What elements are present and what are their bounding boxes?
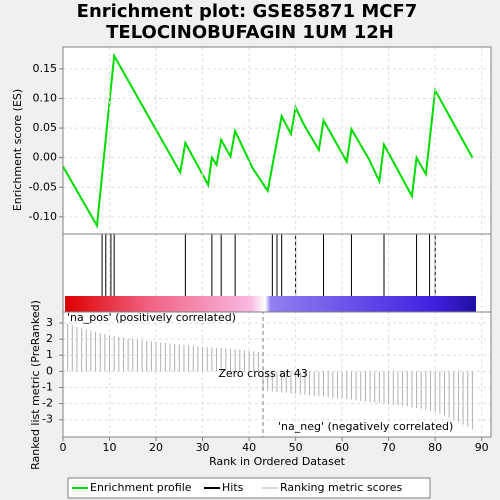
y-tick-label: -0.10 [29,210,57,223]
color-bar [65,296,476,312]
legend [67,477,431,499]
y-tick-label: 0.15 [33,62,58,75]
x-axis-label: Rank in Ordered Dataset [209,455,346,468]
x-tick-label: 20 [149,441,163,454]
x-tick-label: 0 [60,441,67,454]
frame [62,46,492,438]
es-line [62,52,474,229]
y-tick-label: 0 [46,364,53,377]
x-tick-label: 60 [335,441,349,454]
y-tick-label: 0.05 [33,121,58,134]
x-tick-label: 50 [289,441,303,454]
y-axis-label: Enrichment score (ES) [11,89,24,211]
y-tick-label: 0.00 [33,151,58,164]
x-tick-label: 80 [428,441,442,454]
annotation: Zero cross at 43 [218,367,307,380]
annotation: 'na_neg' (negatively correlated) [278,420,453,433]
x-tick-label: 70 [382,441,396,454]
y-tick-label: 0.10 [33,91,58,104]
y-tick-label: 1 [46,348,53,361]
x-tick-label: 90 [475,441,489,454]
y-tick-label: 2 [46,332,53,345]
legend-label: Ranking metric scores [280,481,402,494]
x-tick-label: 10 [103,441,117,454]
x-tick-label: 40 [242,441,256,454]
legend-label: Hits [222,481,244,494]
y-tick-label: -3 [42,413,53,426]
y-tick-label: 3 [46,316,53,329]
chart-title: Enrichment plot: GSE85871 MCF7 [77,1,418,22]
y-tick-label: -0.05 [29,180,57,193]
legend-label: Enrichment profile [90,481,192,494]
x-tick-label: 30 [196,441,210,454]
y-axis-label: Ranked list metric (PreRanked) [29,300,42,470]
chart-title: TELOCINOBUFAGIN 1UM 12H [106,22,394,43]
y-tick-label: -1 [42,380,53,393]
y-tick-label: -2 [42,397,53,410]
annotation: 'na_pos' (positively correlated) [67,311,236,324]
